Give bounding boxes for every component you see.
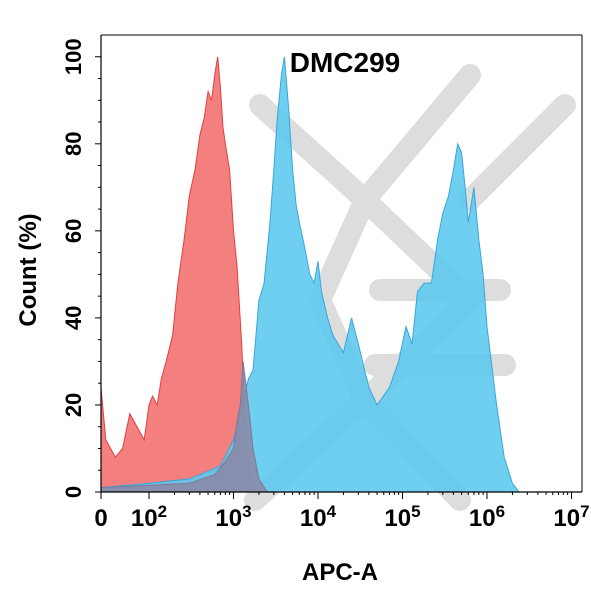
- x-tick-label: 105: [384, 502, 420, 532]
- x-tick-label: 106: [469, 502, 505, 532]
- x-axis-label: APC-A: [302, 559, 378, 586]
- x-tick-label: 107: [553, 502, 589, 532]
- y-tick-label: 40: [61, 306, 86, 330]
- x-tick-label: 104: [300, 502, 337, 532]
- plot-layer: [100, 56, 521, 493]
- x-tick-label: 0: [94, 505, 107, 532]
- x-tick-label: 102: [131, 502, 167, 532]
- chart-title: DMC299: [290, 47, 400, 78]
- histogram-series-3: [100, 361, 269, 493]
- y-tick-label: 0: [61, 486, 86, 498]
- histogram-series-1: [100, 56, 260, 493]
- y-axis-label: Count (%): [15, 213, 42, 326]
- x-tick-label: 103: [215, 502, 251, 532]
- y-tick-label: 60: [61, 219, 86, 243]
- axes-layer: 0204060801000102103104105106107108: [61, 34, 590, 532]
- y-tick-label: 20: [61, 393, 86, 417]
- histogram-series-2: [100, 56, 521, 493]
- y-tick-label: 80: [61, 132, 86, 156]
- y-tick-label: 100: [61, 38, 86, 75]
